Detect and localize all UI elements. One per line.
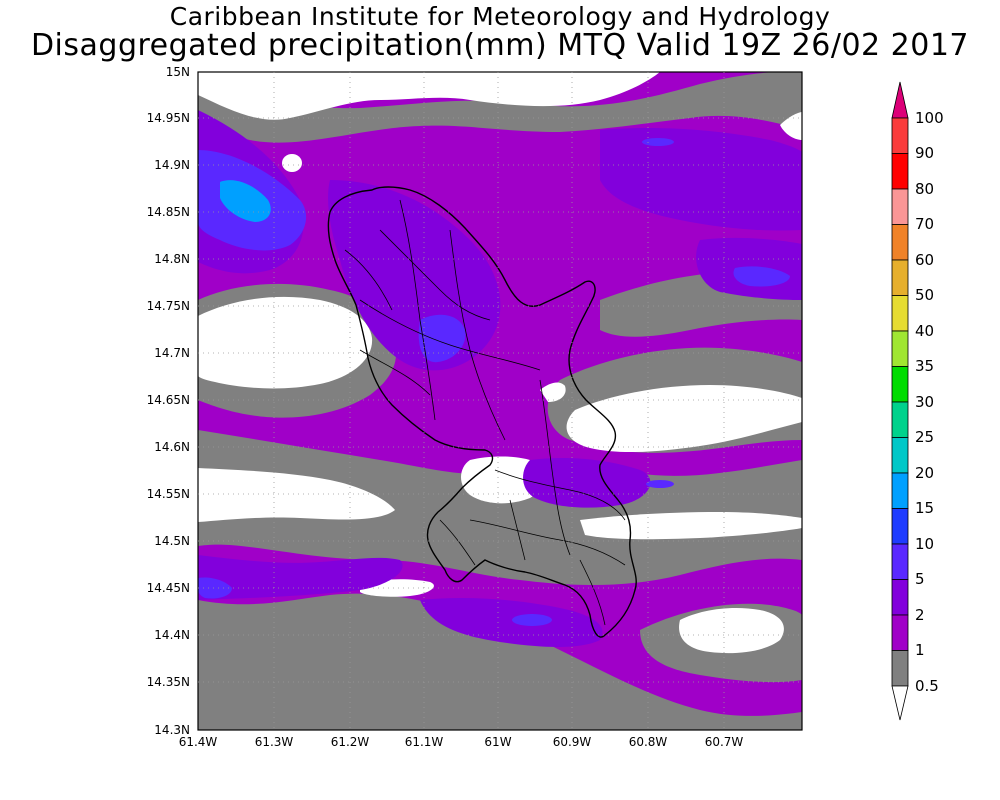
- lat-label: 14.65N: [147, 393, 190, 407]
- lon-label: 61W: [484, 735, 511, 749]
- institute-title: Caribbean Institute for Meteorology and …: [169, 2, 831, 31]
- lon-label: 60.9W: [553, 735, 592, 749]
- legend-top-arrow: [891, 81, 909, 119]
- map-frame: [197, 71, 803, 731]
- lat-label: 14.95N: [147, 111, 190, 125]
- legend-swatch: [891, 614, 909, 651]
- longitude-labels: 61.4W 61.3W 61.2W 61.1W 61W 60.9W 60.8W …: [179, 735, 744, 749]
- lon-label: 61.1W: [405, 735, 444, 749]
- legend-label: 40: [915, 322, 934, 340]
- legend-swatch: [891, 366, 909, 403]
- lat-label: 14.8N: [154, 252, 190, 266]
- lon-label: 61.3W: [255, 735, 294, 749]
- lat-label: 14.45N: [147, 581, 190, 595]
- lat-label: 14.7N: [154, 346, 190, 360]
- legend-swatch: [891, 472, 909, 509]
- lat-label: 14.6N: [154, 440, 190, 454]
- legend-swatch: [891, 579, 909, 616]
- latitude-labels: 15N 14.95N 14.9N 14.85N 14.8N 14.75N 14.…: [147, 65, 190, 737]
- legend-swatch: [891, 543, 909, 580]
- lat-label: 14.85N: [147, 205, 190, 219]
- legend-swatch: [891, 650, 909, 687]
- legend-swatch: [891, 188, 909, 225]
- legend-swatch: [891, 153, 909, 190]
- legend-label: 2: [915, 606, 925, 624]
- legend-label: 1: [915, 641, 925, 659]
- lat-label: 14.55N: [147, 487, 190, 501]
- legend-label: 60: [915, 251, 934, 269]
- lon-label: 61.2W: [331, 735, 370, 749]
- legend-swatch: [891, 508, 909, 545]
- legend-label: 5: [915, 570, 925, 588]
- legend-swatch: [891, 401, 909, 438]
- legend-label: 70: [915, 215, 934, 233]
- lat-label: 14.9N: [154, 158, 190, 172]
- lat-label: 14.75N: [147, 299, 190, 313]
- legend-labels: 100 90 80 70 60 50 40 35 30 25 20 15 10 …: [915, 109, 944, 695]
- map-title: Disaggregated precipitation(mm) MTQ Vali…: [30, 28, 970, 63]
- field-band-15-20mm: [220, 180, 271, 222]
- lat-label: 14.35N: [147, 675, 190, 689]
- lon-label: 60.7W: [705, 735, 744, 749]
- legend-swatch: [891, 330, 909, 367]
- legend-label: 15: [915, 499, 934, 517]
- legend-swatch: [891, 117, 909, 154]
- lat-label: 14.3N: [154, 723, 190, 737]
- legend-label: 50: [915, 286, 934, 304]
- martinique-island: [327, 186, 637, 638]
- legend-label: 20: [915, 464, 934, 482]
- legend-label: 0.5: [915, 677, 939, 695]
- field-no-rain: [198, 72, 802, 654]
- legend-swatch: [891, 295, 909, 332]
- graticule: [198, 72, 802, 730]
- legend-label: 90: [915, 144, 934, 162]
- precip-field: [198, 72, 802, 730]
- lon-label: 61.4W: [179, 735, 218, 749]
- legend-swatch: [891, 437, 909, 474]
- legend-bottom-arrow: [891, 685, 909, 721]
- legend-swatch: [891, 259, 909, 296]
- legend-label: 10: [915, 535, 934, 553]
- color-legend: [891, 81, 909, 721]
- lat-label: 14.5N: [154, 534, 190, 548]
- legend-label: 30: [915, 393, 934, 411]
- lat-label: 15N: [166, 65, 190, 79]
- legend-label: 100: [915, 109, 944, 127]
- legend-swatch: [891, 224, 909, 261]
- legend-label: 35: [915, 357, 934, 375]
- legend-label: 25: [915, 428, 934, 446]
- legend-label: 80: [915, 180, 934, 198]
- island-internal-boundaries: [344, 199, 626, 626]
- lat-label: 14.4N: [154, 628, 190, 642]
- lon-label: 60.8W: [629, 735, 668, 749]
